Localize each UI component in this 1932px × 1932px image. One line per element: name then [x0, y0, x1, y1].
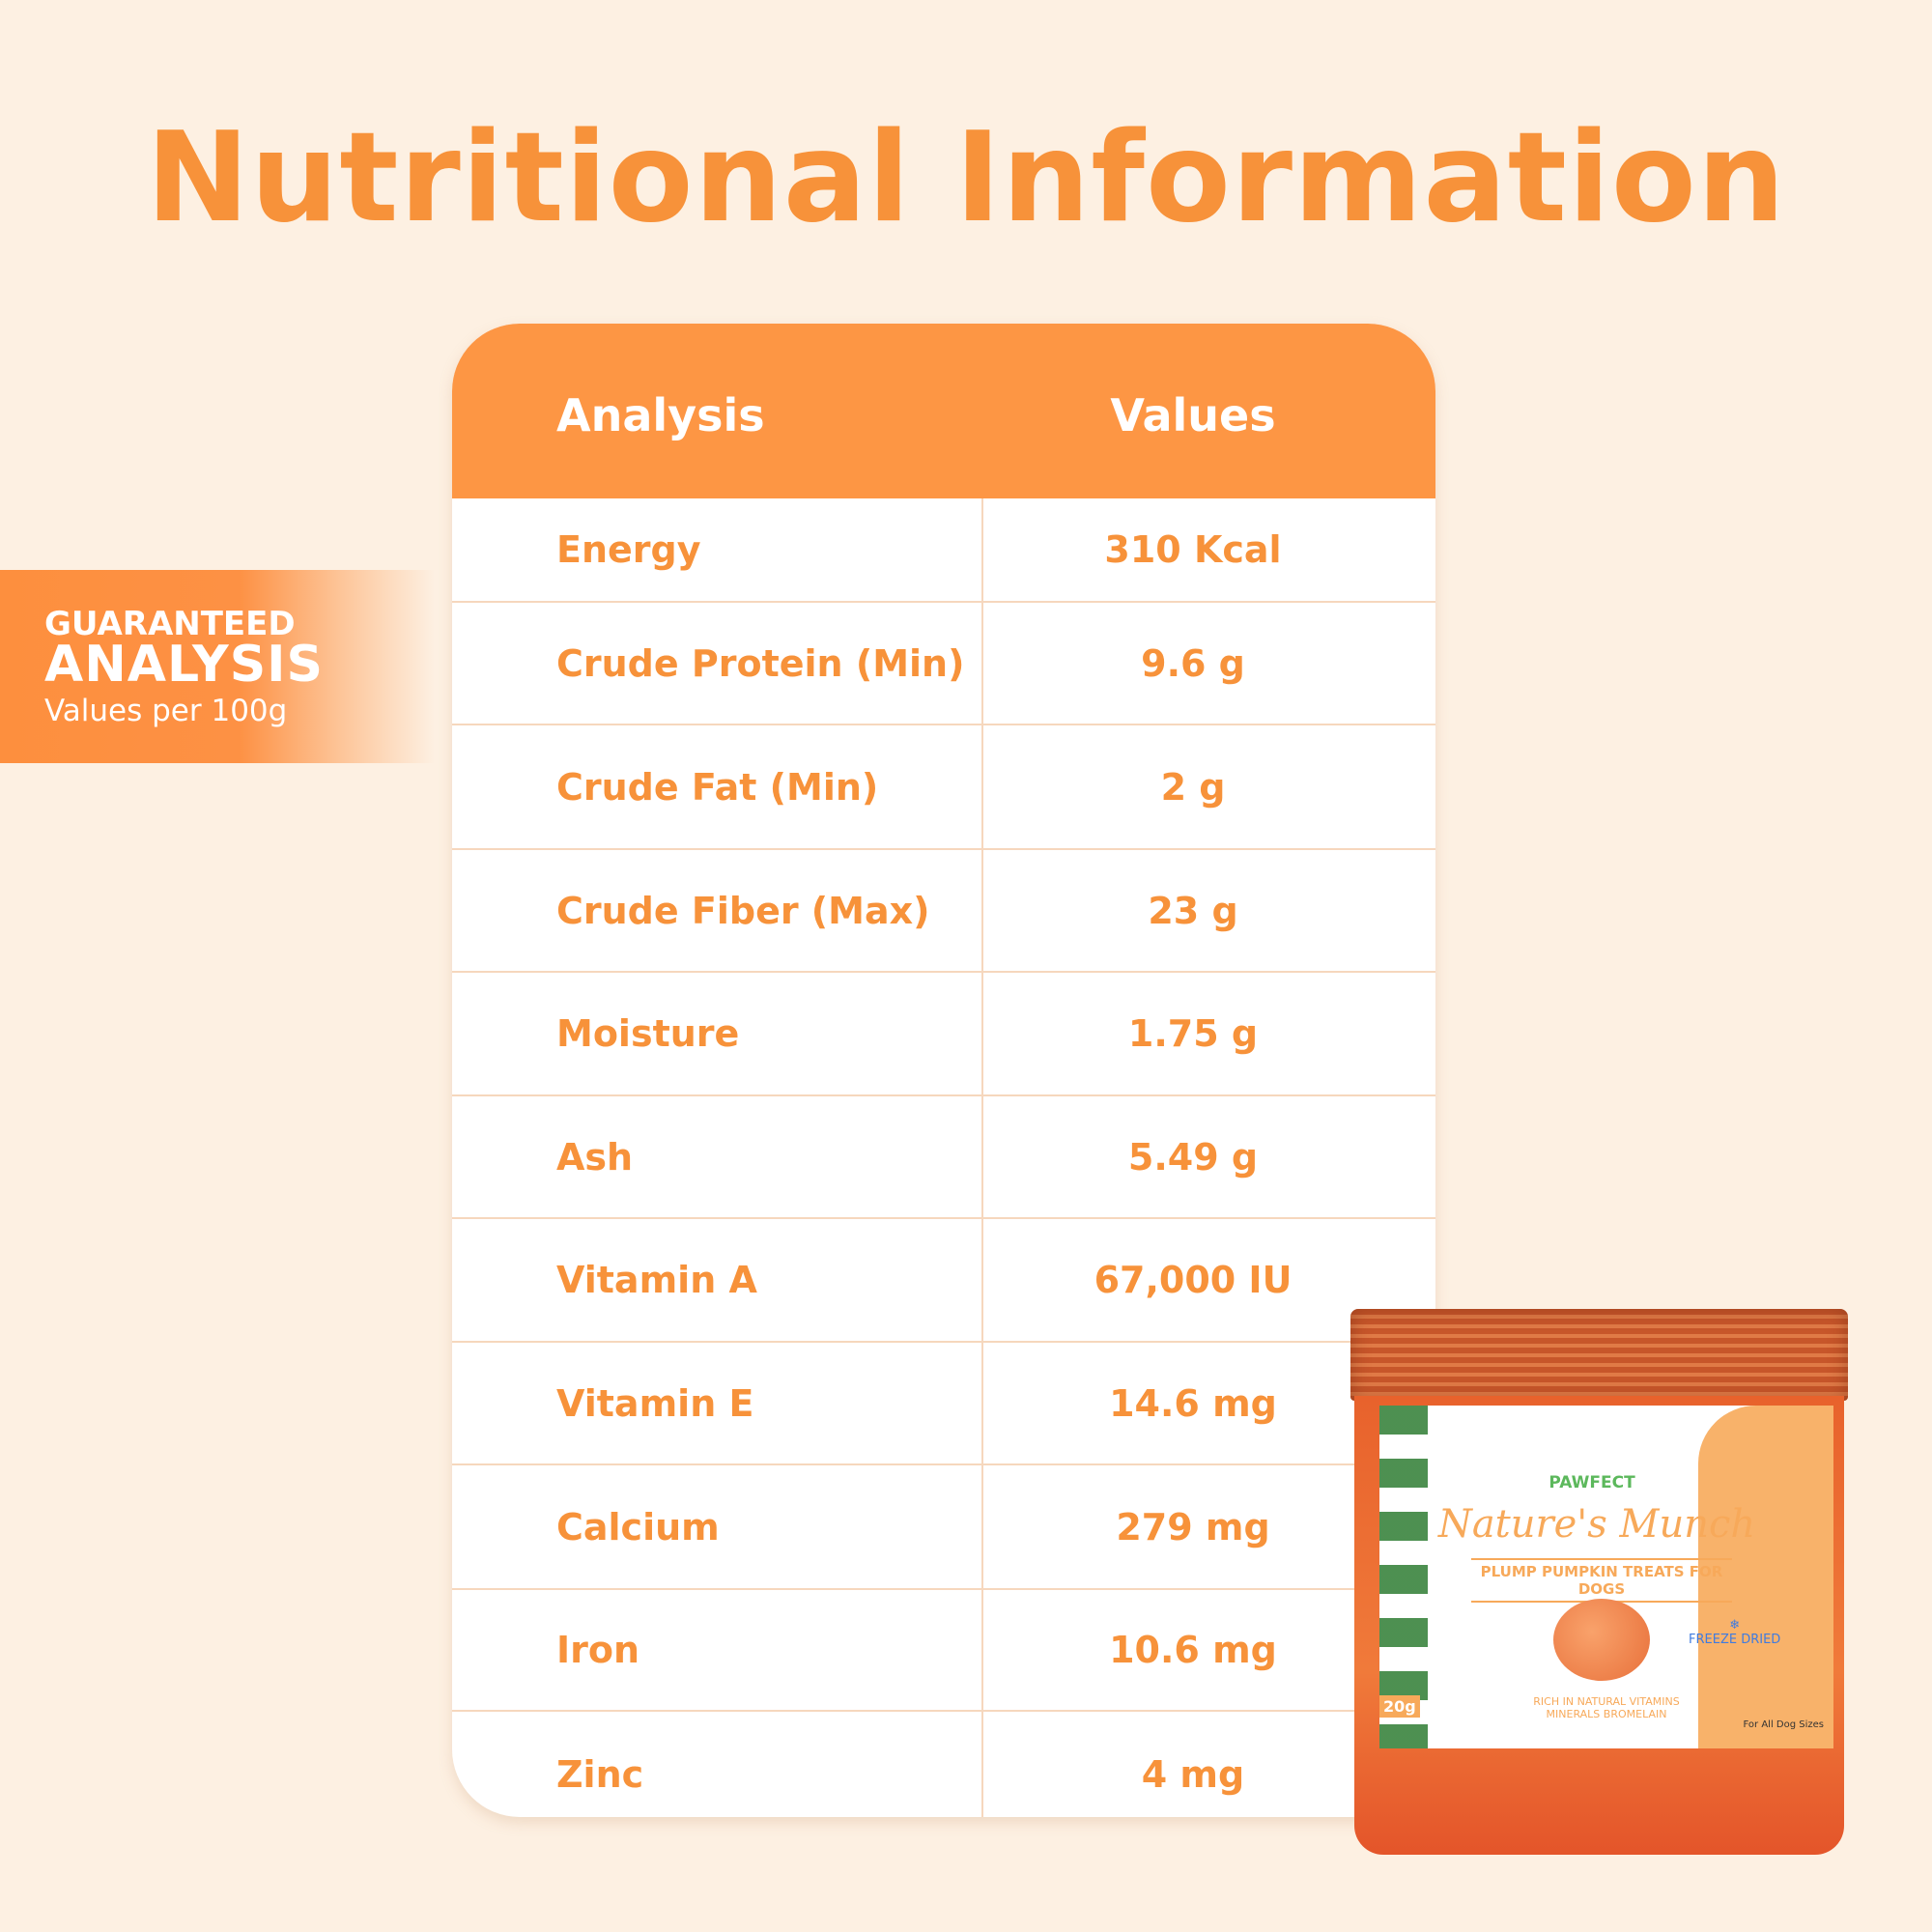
table-row: Vitamin A 67,000 IU [452, 1219, 1435, 1343]
table-row: Moisture 1.75 g [452, 973, 1435, 1096]
table-row: Crude Fat (Min) 2 g [452, 725, 1435, 850]
table-row: Vitamin E 14.6 mg [452, 1343, 1435, 1465]
value-cell: 67,000 IU [1094, 1259, 1293, 1301]
value-cell: 5.49 g [1127, 1135, 1259, 1179]
value-cell: 10.6 mg [1109, 1629, 1277, 1671]
table-row: Energy 310 Kcal [452, 498, 1435, 603]
table-header: Analysis Values [452, 324, 1435, 498]
value-cell: 279 mg [1116, 1505, 1270, 1548]
table-row: Ash 5.49 g [452, 1096, 1435, 1219]
analysis-cell: Crude Fat (Min) [556, 765, 879, 809]
nutrient-claim: RICH IN NATURAL VITAMINS MINERALS BROMEL… [1533, 1695, 1680, 1720]
freeze-dried-badge: ❄ FREEZE DRIED [1689, 1618, 1780, 1647]
analysis-cell: Crude Fiber (Max) [556, 889, 930, 932]
header-analysis: Analysis [556, 389, 765, 441]
page-title: Nutritional Information [146, 106, 1786, 250]
table-row: Calcium 279 mg [452, 1465, 1435, 1590]
table-row: Crude Protein (Min) 9.6 g [452, 603, 1435, 725]
value-cell: 4 mg [1141, 1752, 1245, 1796]
table-row: Iron 10.6 mg [452, 1590, 1435, 1712]
analysis-cell: Vitamin E [556, 1381, 754, 1425]
snowflake-icon: ❄ [1729, 1618, 1741, 1633]
product-jar-image: PAWFECT Nature's Munch PLUMP PUMPKIN TRE… [1350, 1309, 1848, 1855]
audience-text: For All Dog Sizes [1743, 1719, 1824, 1730]
analysis-cell: Iron [556, 1629, 640, 1671]
value-cell: 9.6 g [1141, 641, 1245, 685]
freeze-dried-text: FREEZE DRIED [1689, 1633, 1781, 1647]
analysis-cell: Zinc [556, 1752, 644, 1796]
analysis-cell: Energy [556, 528, 701, 571]
dog-silhouette [1698, 1406, 1833, 1748]
value-cell: 14.6 mg [1109, 1381, 1277, 1425]
analysis-cell: Moisture [556, 1012, 740, 1055]
jar-lid [1350, 1309, 1848, 1401]
value-cell: 310 Kcal [1104, 528, 1282, 571]
table-row: Zinc 4 mg [452, 1712, 1435, 1817]
value-cell: 2 g [1160, 765, 1226, 809]
analysis-cell: Calcium [556, 1505, 720, 1548]
column-divider [981, 498, 983, 1817]
badge-line2: ANALYSIS [44, 636, 324, 694]
nutrition-table: Analysis Values Energy 310 Kcal Crude Prot… [452, 324, 1435, 1817]
analysis-cell: Vitamin A [556, 1259, 757, 1301]
value-cell: 1.75 g [1127, 1012, 1259, 1055]
net-weight: 20g [1379, 1695, 1420, 1718]
table-row: Crude Fiber (Max) 23 g [452, 850, 1435, 973]
header-values: Values [1110, 389, 1276, 441]
value-cell: 23 g [1148, 889, 1238, 932]
product-name: Nature's Munch [1437, 1502, 1756, 1547]
pumpkin-image [1553, 1599, 1650, 1681]
guaranteed-analysis-badge: GUARANTEED ANALYSIS Values per 100g [0, 570, 435, 763]
jar-label: PAWFECT Nature's Munch PLUMP PUMPKIN TRE… [1379, 1406, 1833, 1748]
analysis-cell: Crude Protein (Min) [556, 641, 965, 685]
brand-logo: PAWFECT [1548, 1473, 1635, 1492]
badge-line1: GUARANTEED [44, 605, 296, 643]
vine-decoration [1379, 1406, 1428, 1748]
analysis-cell: Ash [556, 1135, 634, 1179]
badge-line3: Values per 100g [44, 694, 288, 728]
product-subtitle: PLUMP PUMPKIN TREATS FOR DOGS [1471, 1558, 1732, 1603]
